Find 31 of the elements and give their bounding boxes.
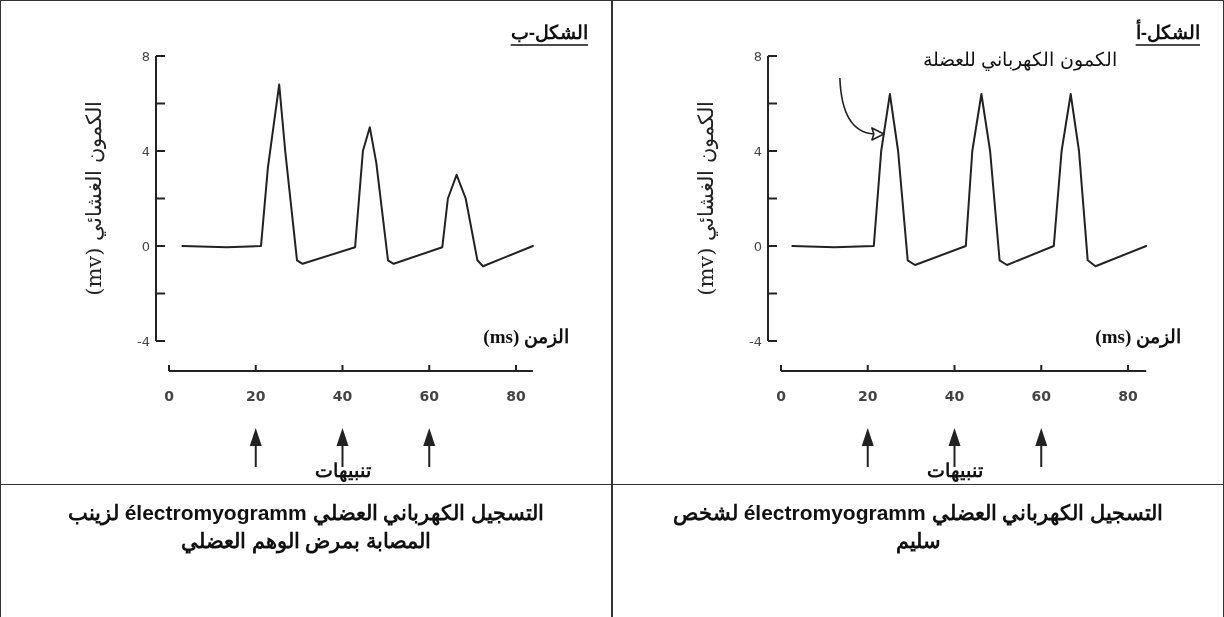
x-tick-label: 0 [164, 388, 175, 404]
x-tick-label: 40 [944, 388, 965, 404]
x-tick-label: 80 [506, 388, 526, 404]
text: التسجيل الكهرباني العضلي électromyogramm لزينب المصابة بمرض الوهم العضلي [0, 483, 612, 617]
x-tick-label: 60 [419, 388, 440, 404]
x-axis-title: الزمن (ms) [483, 326, 569, 348]
text: تنبيهات [314, 460, 371, 482]
y-axis-title: الكمون الغشائي (mv) [82, 101, 107, 296]
y-tick-label: 0 [141, 239, 150, 254]
y-tick-label: -4 [137, 334, 150, 349]
annotation: الكمون الكهرباني للعضلة [923, 49, 1117, 71]
x-tick-label: 0 [776, 388, 787, 404]
chart-title: الشكل-ب [510, 22, 588, 43]
y-tick-label: 0 [753, 239, 762, 254]
y-tick-label: 4 [753, 144, 762, 159]
line-series [791, 93, 1148, 268]
x-tick-label: 20 [858, 388, 878, 404]
x-axis-title: الزمن (ms) [1095, 326, 1181, 348]
text: التسجيل الكهرباني العضلي électromyogramm لشخص سليم [612, 483, 1224, 617]
x-tick-label: 40 [332, 388, 353, 404]
y-tick-label: -4 [749, 334, 762, 349]
chart-title: الشكل-أ [1135, 19, 1200, 43]
x-tick-label: 20 [246, 388, 266, 404]
y-axis-title: الكمون الغشائي (mv) [694, 101, 719, 296]
x-tick-label: 60 [1031, 388, 1052, 404]
text: تنبيهات [926, 460, 983, 482]
x-tick-label: 80 [1118, 388, 1138, 404]
y-tick-label: 4 [141, 144, 150, 159]
line-series [181, 83, 534, 268]
y-tick-label: 8 [753, 49, 762, 64]
y-tick-label: 8 [141, 49, 150, 64]
